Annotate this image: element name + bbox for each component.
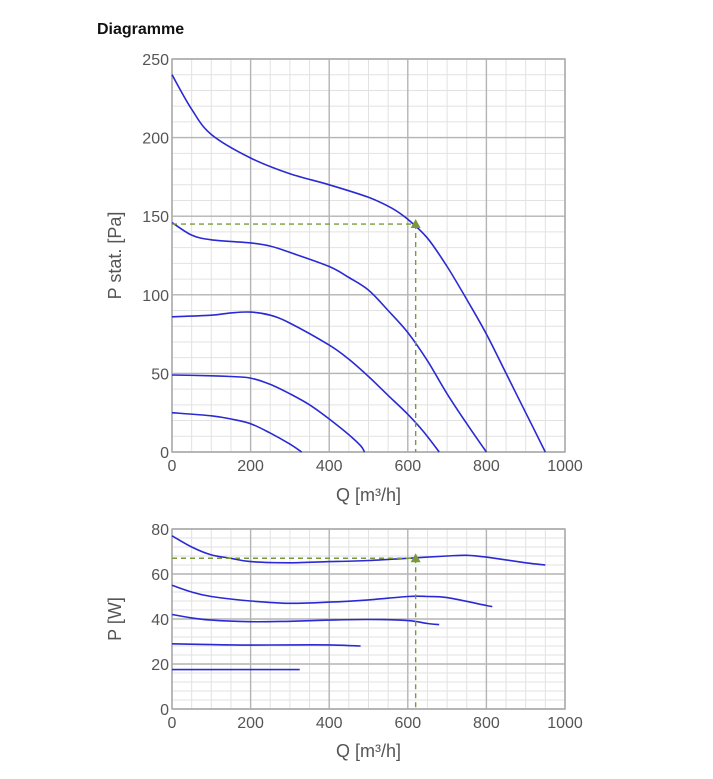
y-axis-label: P stat. [Pa] <box>105 212 125 300</box>
y-tick-label: 100 <box>142 288 169 305</box>
fan-curve <box>171 535 546 566</box>
y-tick-label: 150 <box>142 209 169 226</box>
fan-curve <box>171 584 493 608</box>
x-tick-label: 400 <box>316 715 343 732</box>
x-tick-label: 1000 <box>547 715 583 732</box>
y-tick-label: 200 <box>142 131 169 148</box>
y-tick-label: 20 <box>151 657 169 674</box>
power-chart: 0 200 400 600 800 1000 0 20 40 60 80 Q [m³/h] P [W] <box>105 522 583 761</box>
plot-frame <box>171 528 566 710</box>
pressure-chart: 0 200 400 600 800 1000 0 50 100 150 200 250 Q [m³/h]… <box>105 52 583 505</box>
operating-point-marker <box>410 219 421 229</box>
x-tick-label: 800 <box>473 715 500 732</box>
y-tick-label: 60 <box>151 567 169 584</box>
fan-curve <box>171 221 488 453</box>
y-tick-label: 250 <box>142 52 169 69</box>
x-axis-label: Q [m³/h] <box>336 741 401 761</box>
y-axis-label: P [W] <box>105 597 125 641</box>
fan-curve <box>171 411 303 453</box>
x-tick-label: 200 <box>237 715 264 732</box>
y-tick-label: 0 <box>160 445 169 462</box>
fan-curve <box>171 643 361 647</box>
x-tick-label: 600 <box>394 715 421 732</box>
fan-curve <box>171 374 366 453</box>
operating-point-marker <box>410 553 421 563</box>
y-tick-label: 80 <box>151 522 169 539</box>
x-tick-label: 0 <box>168 715 177 732</box>
y-tick-label: 50 <box>151 366 169 383</box>
y-tick-label: 40 <box>151 612 169 629</box>
x-axis-label: Q [m³/h] <box>336 485 401 505</box>
x-tick-label: 1000 <box>547 458 583 475</box>
x-tick-label: 400 <box>316 458 343 475</box>
y-tick-label: 0 <box>160 702 169 719</box>
fan-curve <box>171 74 547 453</box>
fan-curve <box>171 311 440 453</box>
plot-frame <box>171 58 566 453</box>
x-tick-label: 0 <box>168 458 177 475</box>
x-tick-label: 600 <box>394 458 421 475</box>
x-tick-label: 200 <box>237 458 264 475</box>
page-title: Diagramme <box>97 21 185 38</box>
x-tick-label: 800 <box>473 458 500 475</box>
fan-curve <box>171 613 440 626</box>
